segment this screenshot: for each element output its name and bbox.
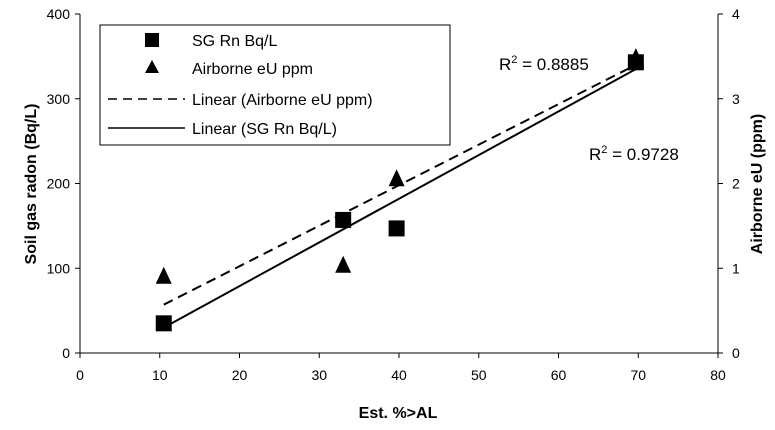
x-tick-label: 60 (551, 367, 567, 383)
x-tick-label: 70 (630, 367, 646, 383)
legend-label: SG Rn Bq/L (192, 33, 277, 50)
airborne-eu-point (388, 169, 405, 187)
y2-tick-label: 0 (732, 345, 740, 361)
r2-label: R (499, 55, 511, 74)
tick-labels: 0 10 20 30 40 50 60 70 80 0 100 200 300 400 0 1 2 3 4 (47, 6, 740, 383)
r2-value: = 0.9728 (607, 145, 678, 164)
sg-rn-point (155, 315, 172, 332)
sg-rn-point (335, 211, 352, 228)
y-tick-label: 0 (62, 345, 70, 361)
trendline-sg-rn (163, 68, 637, 329)
x-tick-label: 50 (471, 367, 487, 383)
legend-label: Airborne eU ppm (192, 61, 313, 78)
y-tick-label: 400 (47, 6, 71, 22)
sg-rn-point (388, 220, 405, 237)
legend-item-airborne: Airborne eU ppm (145, 60, 313, 78)
x-tick-label: 0 (76, 367, 84, 383)
data-points (155, 48, 644, 332)
airborne-eu-point (335, 255, 352, 273)
r2-superscript: 2 (601, 144, 607, 156)
r2-superscript: 2 (511, 54, 517, 66)
legend: SG Rn Bq/L Airborne eU ppm Linear (Airbo… (99, 24, 451, 146)
square-marker-icon (145, 33, 159, 47)
x-tick-label: 20 (232, 367, 248, 383)
legend-label: Linear (SG Rn Bq/L) (192, 121, 337, 138)
axes (75, 13, 723, 358)
x-axis-title: Est. %>AL (359, 405, 438, 422)
y2-tick-label: 3 (732, 91, 740, 107)
legend-label: Linear (Airborne eU ppm) (192, 92, 373, 109)
y-tick-label: 200 (47, 176, 71, 192)
y-tick-label: 300 (47, 91, 71, 107)
x-tick-label: 10 (152, 367, 168, 383)
y2-tick-label: 4 (732, 6, 740, 22)
y-axis-title: Soil gas radon (Bq/L) (23, 104, 40, 265)
r2-annotation-upper: R2 = 0.8885 (499, 54, 589, 74)
legend-item-linear-sg-rn: Linear (SG Rn Bq/L) (108, 121, 337, 138)
x-tick-label: 80 (710, 367, 726, 383)
airborne-eu-point (627, 48, 644, 66)
y2-tick-label: 1 (732, 260, 740, 276)
x-tick-label: 40 (391, 367, 407, 383)
legend-item-sg-rn: SG Rn Bq/L (145, 33, 277, 50)
triangle-marker-icon (145, 60, 159, 73)
r2-label: R (589, 145, 601, 164)
y2-tick-label: 2 (732, 176, 740, 192)
x-tick-label: 30 (311, 367, 327, 383)
y2-axis-title: Airborne eU (ppm) (749, 114, 766, 254)
airborne-eu-point (155, 266, 172, 284)
legend-item-linear-airborne: Linear (Airborne eU ppm) (108, 92, 373, 109)
r2-annotation-lower: R2 = 0.9728 (589, 144, 679, 164)
y-tick-label: 100 (47, 260, 71, 276)
r2-value: = 0.8885 (517, 55, 588, 74)
